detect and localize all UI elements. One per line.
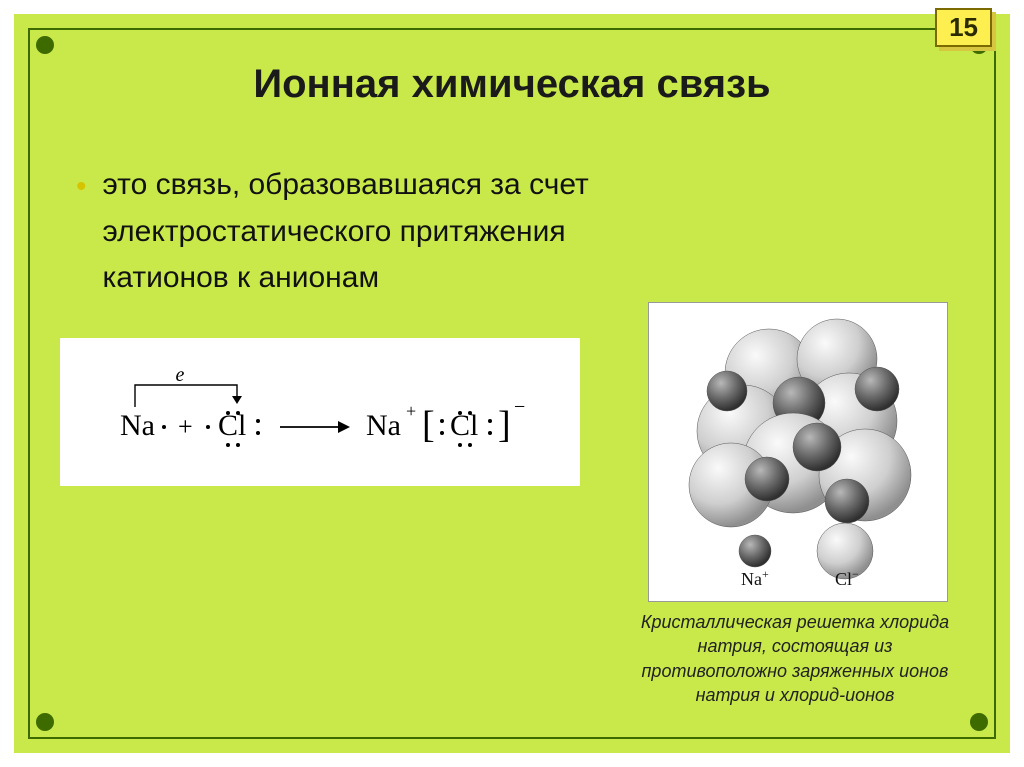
lattice-caption: Кристаллическая решетка хлорида натрия, … xyxy=(630,610,960,707)
bullet-line: это связь, образовавшаяся за счет xyxy=(103,162,950,209)
corner-dot xyxy=(36,713,54,731)
bullet-line: катионов к анионам xyxy=(103,255,950,302)
plus-sign: + xyxy=(178,412,193,441)
slide-title: Ионная химическая связь xyxy=(14,62,1010,107)
na-ion-label: Na+ xyxy=(741,567,769,590)
electron-bar: ‾ xyxy=(176,357,184,371)
crystal-lattice-panel: Na+ Cl− xyxy=(648,302,948,602)
na-charge: + xyxy=(406,401,416,421)
na-ion: Na xyxy=(366,409,401,442)
cl-ion: Cl xyxy=(450,409,478,442)
cl-symbol: Cl xyxy=(218,409,246,442)
bracket-charge: − xyxy=(514,396,525,418)
equation-svg: e ‾ Na + Cl Na + [ xyxy=(80,357,560,467)
slide-number: 15 xyxy=(935,8,992,47)
bullet-text-block: • это связь, образовавшаяся за счет элек… xyxy=(76,162,950,302)
corner-dot xyxy=(970,713,988,731)
corner-dot xyxy=(36,36,54,54)
slide: 15 Ионная химическая связь • это связь, … xyxy=(0,0,1024,767)
lattice-svg xyxy=(649,303,949,603)
equation-panel: e ‾ Na + Cl Na + [ xyxy=(60,338,580,486)
cl-ion-label: Cl− xyxy=(835,567,859,590)
svg-text:]: ] xyxy=(498,404,511,446)
bullet-line: электростатического притяжения xyxy=(103,209,950,256)
na-symbol: Na xyxy=(120,409,155,442)
bullet-marker-icon: • xyxy=(76,164,87,302)
svg-text:[: [ xyxy=(422,404,435,446)
